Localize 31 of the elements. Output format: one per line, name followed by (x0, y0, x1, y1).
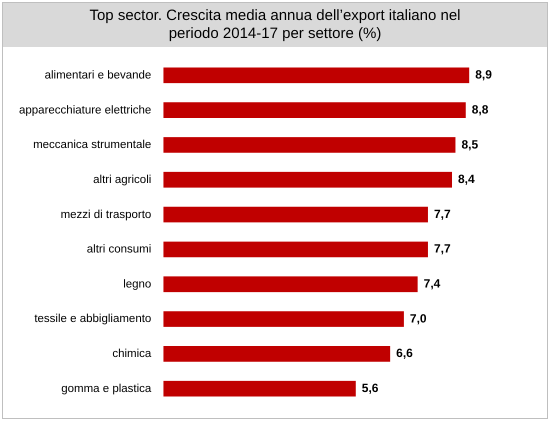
bar (163, 346, 390, 362)
data-label: 7,7 (434, 242, 451, 256)
y-tick-label: mezzi di trasporto (60, 208, 152, 221)
bar (163, 102, 466, 118)
y-tick-label: gomma e plastica (61, 382, 152, 395)
data-label: 6,6 (396, 346, 414, 360)
data-label: 7,0 (410, 311, 427, 326)
data-label: 8,4 (458, 172, 476, 186)
y-tick-label: chimica (112, 348, 152, 360)
data-label: 8,9 (475, 68, 492, 82)
bar (163, 67, 470, 84)
y-tick-label: alimentari e bevande (44, 69, 152, 82)
bar (163, 137, 456, 153)
y-tick-label: tessile e abbigliamento (34, 313, 152, 326)
bar (163, 311, 404, 327)
y-tick-label: apparecchiature elettriche (18, 104, 152, 116)
chart-title: Top sector. Crescita media annua dell’export italiano nel periodo 2014-17 per settore (%) (3, 3, 547, 47)
y-tick-label: legno (123, 278, 152, 290)
y-tick-label: altri consumi (86, 244, 152, 256)
bar (163, 380, 356, 397)
data-label: 7,4 (424, 276, 441, 291)
bar (163, 172, 452, 188)
data-label: 8,5 (461, 137, 478, 152)
bar (163, 276, 418, 292)
data-label: 5,6 (362, 381, 379, 396)
y-tick-label: meccanica strumentale (33, 139, 152, 152)
bar (163, 206, 428, 222)
data-label: 7,7 (434, 206, 451, 221)
data-label: 8,8 (472, 102, 489, 116)
y-tick-label: altri agricoli (93, 174, 152, 186)
bar (163, 242, 428, 258)
